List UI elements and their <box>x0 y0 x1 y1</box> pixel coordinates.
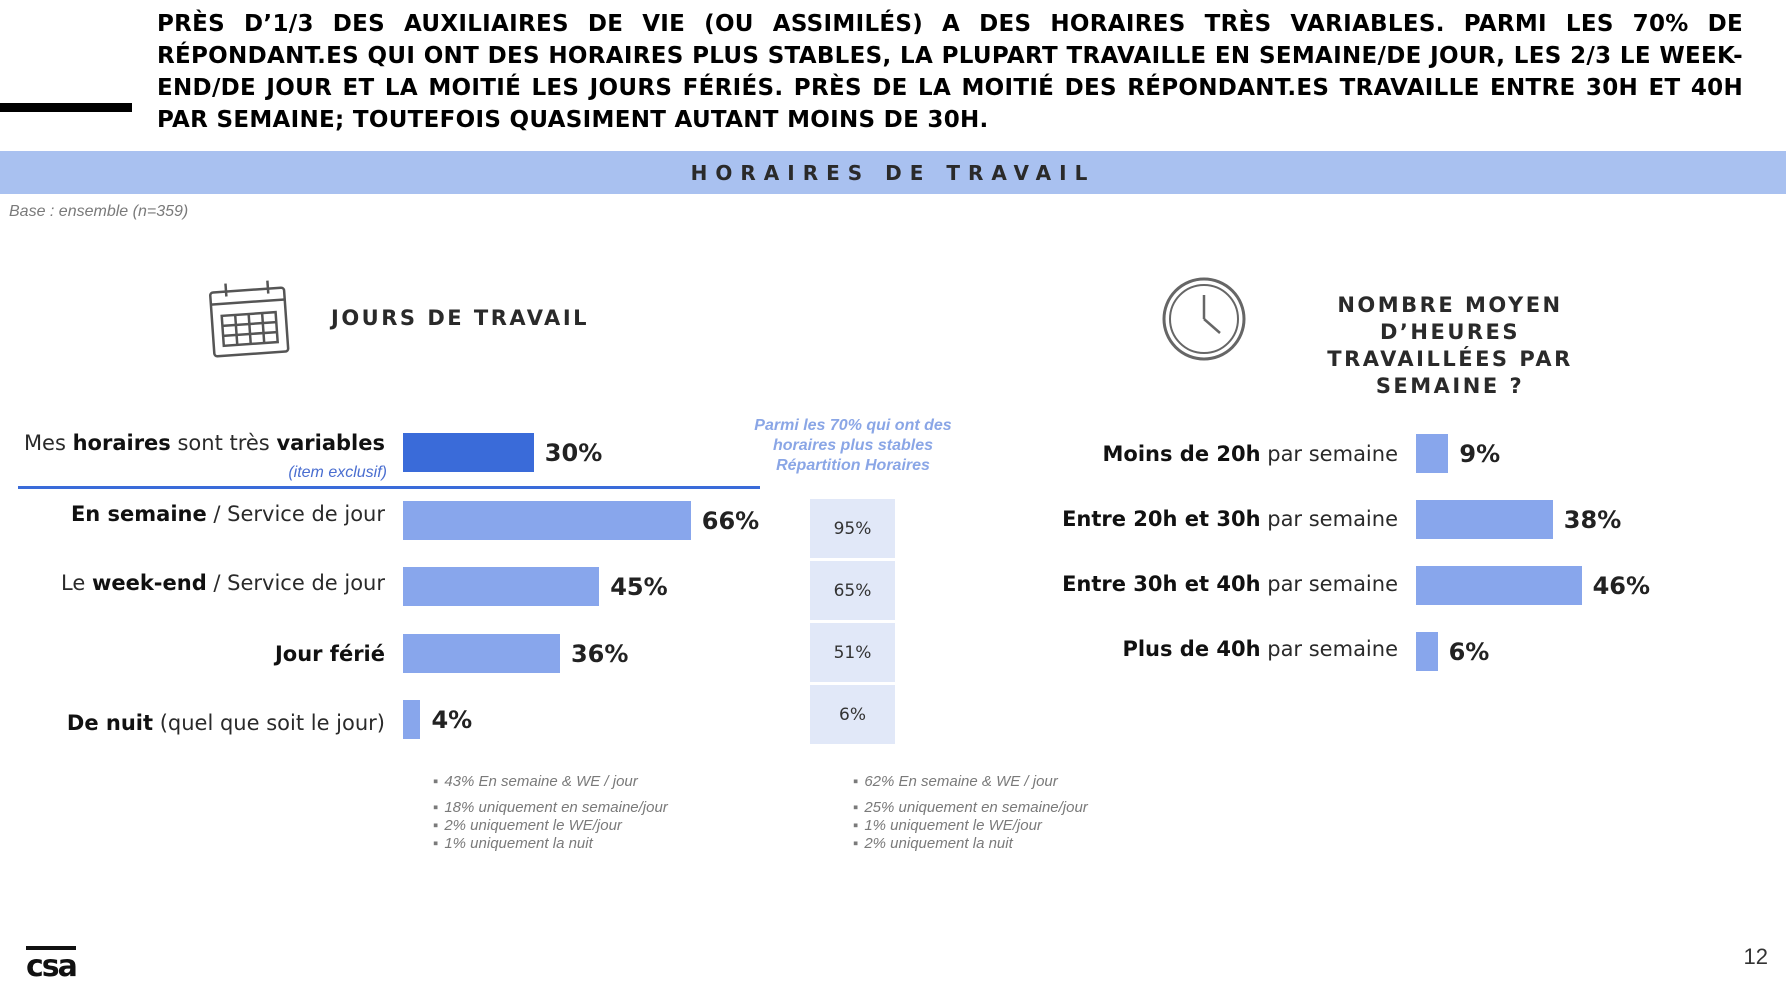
bar-weekend <box>403 567 600 606</box>
footnote-item: 62% En semaine & WE / jour <box>853 773 1088 791</box>
right-label-over40: Plus de 40h par semaine <box>1122 637 1398 661</box>
section-banner: HORAIRES DE TRAVAIL <box>0 151 1786 194</box>
label-bold: De nuit <box>66 711 154 735</box>
exclusive-divider <box>18 486 760 489</box>
bar-holiday <box>403 634 560 673</box>
left-label-variable: Mes horaires sont très variables <box>24 431 385 455</box>
clock-icon <box>1160 275 1248 363</box>
left-label-weekend: Le week-end / Service de jour <box>61 571 385 595</box>
stable-caption: Parmi les 70% qui ont des horaires plus … <box>735 416 971 476</box>
bar-weekday <box>403 501 691 540</box>
right-heading-line2: TRAVAILLÉES PAR SEMAINE ? <box>1327 347 1573 398</box>
label-bold: week-end <box>91 571 207 595</box>
label-text: sont très <box>170 431 277 455</box>
footnote-item: 2% uniquement la nuit <box>853 835 1088 853</box>
value-label-over40: 6% <box>1448 638 1490 666</box>
footnote-item: 1% uniquement la nuit <box>433 835 668 853</box>
label-text: par semaine <box>1260 442 1398 466</box>
label-bold: Plus de 40h <box>1122 637 1261 661</box>
label-bold: Entre 20h et 30h <box>1062 507 1261 531</box>
left-label-weekday: En semaine / Service de jour <box>71 502 385 526</box>
bar-20-30 <box>1416 500 1553 539</box>
footnote-item: 2% uniquement le WE/jour <box>433 817 668 835</box>
label-text: par semaine <box>1260 572 1398 596</box>
bar-under20 <box>1416 434 1449 473</box>
bar-over40 <box>1416 632 1438 671</box>
label-bold: variables <box>276 431 385 455</box>
right-heading: NOMBRE MOYEN D’HEURES TRAVAILLÉES PAR SE… <box>1265 292 1635 400</box>
stable-caption-line1: Parmi les 70% qui ont des <box>754 417 952 434</box>
bar-30-40 <box>1416 566 1582 605</box>
right-label-under20: Moins de 20h par semaine <box>1103 442 1398 466</box>
label-bold: Moins de 20h <box>1102 442 1261 466</box>
right-heading-line1: NOMBRE MOYEN D’HEURES <box>1337 293 1563 344</box>
label-text: / Service de jour <box>206 502 385 526</box>
label-bold: horaires <box>72 431 171 455</box>
value-label-holiday: 36% <box>570 640 629 668</box>
mid-footnotes: 62% En semaine & WE / jour 25% uniquemen… <box>853 773 1088 853</box>
label-text: (quel que soit le jour) <box>153 711 385 735</box>
value-label-weekend: 45% <box>610 573 668 601</box>
page-number: 12 <box>1743 944 1768 969</box>
label-bold: Jour férié <box>274 642 385 666</box>
footnote-item: 1% uniquement le WE/jour <box>853 817 1088 835</box>
stable-caption-line2: horaires plus stables <box>772 437 934 454</box>
stable-cell-night: 6% <box>810 685 895 744</box>
base-note: Base : ensemble (n=359) <box>9 203 189 220</box>
right-label-30-40: Entre 30h et 40h par semaine <box>1062 572 1398 596</box>
left-footnotes: 43% En semaine & WE / jour 18% uniquemen… <box>433 773 668 853</box>
footnote-item: 25% uniquement en semaine/jour <box>853 799 1087 817</box>
calendar-icon <box>206 278 292 360</box>
label-text: par semaine <box>1260 637 1398 661</box>
left-label-holiday: Jour férié <box>275 642 385 666</box>
value-label-30-40: 46% <box>1592 572 1651 600</box>
stable-caption-line3: Répartition Horaires <box>776 457 930 474</box>
logo-text: csa <box>26 949 76 980</box>
exclusive-note: (item exclusif) <box>288 464 387 481</box>
value-label-under20: 9% <box>1459 440 1501 468</box>
label-text: Mes <box>23 431 73 455</box>
right-label-20-30: Entre 20h et 30h par semaine <box>1062 507 1398 531</box>
bar-variable <box>403 433 534 472</box>
headline: PRÈS D’1/3 DES AUXILIAIRES DE VIE (OU AS… <box>157 11 1743 133</box>
left-heading: JOURS DE TRAVAIL <box>331 306 590 330</box>
label-bold: En semaine <box>70 502 207 526</box>
value-label-weekday: 66% <box>701 507 760 535</box>
section-title: HORAIRES DE TRAVAIL <box>690 160 1096 185</box>
value-label-night: 4% <box>431 706 473 734</box>
value-label-20-30: 38% <box>1563 506 1622 534</box>
footnote-item: 43% En semaine & WE / jour <box>433 773 668 791</box>
stable-cell-weekday: 95% <box>810 499 895 558</box>
label-text: Le <box>61 571 92 595</box>
label-text: / Service de jour <box>206 571 385 595</box>
label-text: par semaine <box>1260 507 1398 531</box>
footnote-item: 18% uniquement en semaine/jour <box>433 799 667 817</box>
label-bold: Entre 30h et 40h <box>1062 572 1261 596</box>
stable-cell-weekend: 65% <box>810 561 895 620</box>
value-label-variable: 30% <box>544 439 603 467</box>
csa-logo: csa <box>26 944 78 984</box>
accent-line <box>0 103 132 112</box>
left-label-night: De nuit (quel que soit le jour) <box>67 711 385 735</box>
stable-cell-holiday: 51% <box>810 623 895 682</box>
bar-night <box>403 700 421 739</box>
